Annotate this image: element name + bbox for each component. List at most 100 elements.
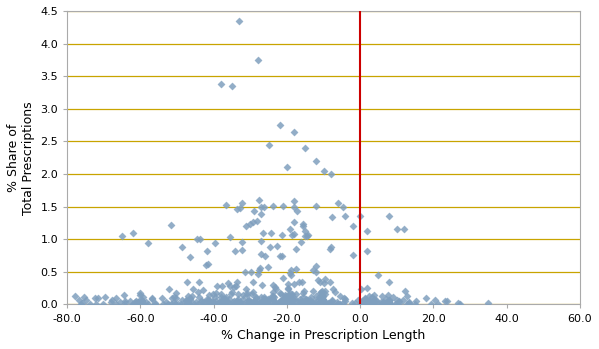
Point <box>361 300 371 306</box>
Point <box>268 301 278 307</box>
Point <box>483 301 493 306</box>
Point <box>286 226 295 231</box>
Point <box>340 296 350 302</box>
Point <box>120 300 129 305</box>
Point <box>368 299 378 305</box>
Point <box>275 290 285 296</box>
Point <box>385 301 394 306</box>
Point <box>301 145 310 151</box>
Point <box>404 300 413 305</box>
Point <box>400 227 409 232</box>
Point <box>293 301 302 307</box>
Point <box>223 281 232 286</box>
Point <box>365 302 375 307</box>
Point <box>357 301 367 307</box>
Point <box>210 302 220 307</box>
Point <box>320 291 329 297</box>
Point <box>380 301 390 306</box>
Point <box>210 240 219 245</box>
Point <box>243 292 252 298</box>
Point <box>359 297 369 303</box>
Point <box>289 220 299 225</box>
Point <box>167 222 176 228</box>
Point <box>256 299 266 305</box>
Point <box>207 299 217 304</box>
Point <box>277 297 286 302</box>
Point <box>388 294 398 300</box>
Point <box>347 300 357 306</box>
Point <box>286 297 296 302</box>
Point <box>231 248 240 254</box>
Point <box>197 298 207 304</box>
Point <box>233 302 243 307</box>
Point <box>349 253 358 258</box>
Point <box>249 208 259 214</box>
Point <box>235 205 244 211</box>
Point <box>203 297 213 303</box>
Point <box>358 301 368 307</box>
Point <box>289 129 299 134</box>
Point <box>256 295 266 300</box>
Point <box>270 295 279 300</box>
Point <box>238 297 247 302</box>
Point <box>170 301 180 307</box>
Point <box>298 294 308 300</box>
Point <box>248 220 258 225</box>
Point <box>281 298 291 304</box>
Point <box>364 301 374 306</box>
Point <box>90 295 100 301</box>
Point <box>216 81 226 87</box>
Point <box>273 301 282 306</box>
Point <box>265 301 274 306</box>
Point <box>395 298 404 304</box>
Point <box>181 300 191 306</box>
Point <box>291 299 300 304</box>
Point <box>219 298 229 304</box>
Point <box>365 300 375 306</box>
Point <box>217 299 227 305</box>
Point <box>244 301 253 307</box>
Point <box>147 295 157 301</box>
Point <box>255 265 265 270</box>
Point <box>246 221 255 227</box>
Point <box>308 267 318 273</box>
Point <box>359 300 368 305</box>
Point <box>171 302 180 307</box>
Point <box>237 239 247 245</box>
Point <box>188 286 198 291</box>
Point <box>326 171 335 177</box>
Point <box>276 298 286 304</box>
Point <box>286 267 296 272</box>
Point <box>307 295 316 300</box>
Point <box>195 236 205 242</box>
Point <box>125 299 135 304</box>
Point <box>385 279 394 285</box>
Point <box>363 300 373 306</box>
Point <box>313 301 323 306</box>
Point <box>385 300 394 306</box>
Point <box>286 301 296 307</box>
Point <box>271 300 281 306</box>
Point <box>264 297 274 303</box>
Point <box>326 300 336 306</box>
Point <box>285 292 294 298</box>
Point <box>280 295 289 300</box>
Point <box>212 283 222 289</box>
Point <box>139 302 149 307</box>
Point <box>128 230 138 236</box>
Point <box>403 294 412 299</box>
Point <box>265 244 275 249</box>
Point <box>224 300 234 305</box>
Point <box>302 297 312 302</box>
Point <box>261 254 270 259</box>
Point <box>284 296 294 302</box>
Point <box>243 299 253 305</box>
Point <box>339 296 349 301</box>
Point <box>74 297 84 302</box>
Point <box>277 232 286 238</box>
Point <box>385 299 394 305</box>
Point <box>357 301 367 307</box>
Point <box>170 295 179 300</box>
Point <box>300 228 310 233</box>
Point <box>313 277 323 283</box>
